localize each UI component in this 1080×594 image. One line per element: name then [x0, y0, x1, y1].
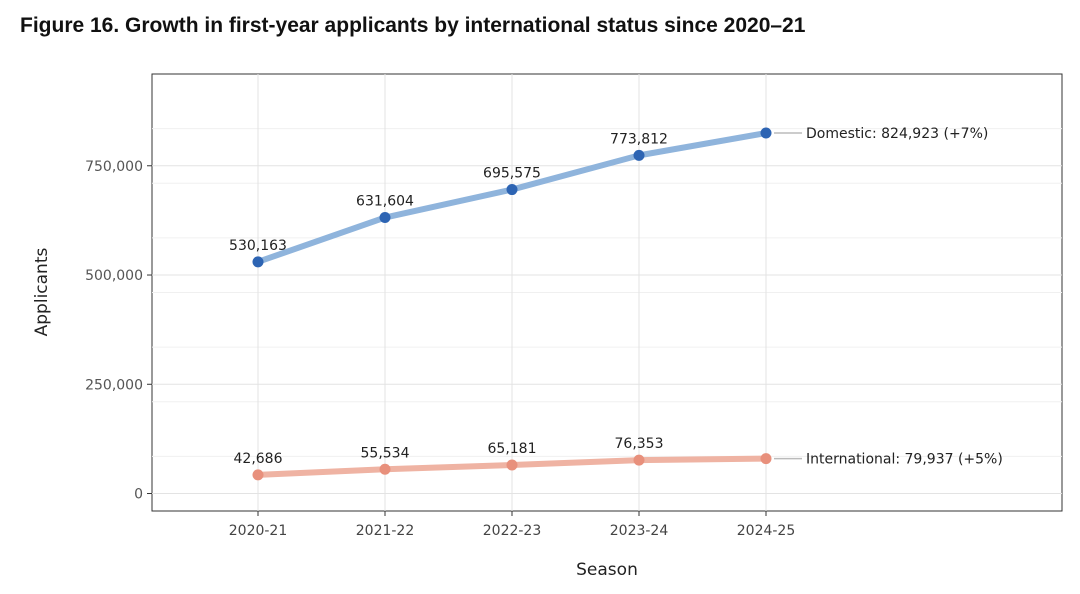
x-axis-label: Season	[576, 560, 638, 580]
x-tick-label: 2022-23	[483, 523, 542, 539]
data-point	[760, 453, 772, 465]
end-label: International: 79,937 (+5%)	[806, 452, 1003, 468]
data-point	[506, 459, 518, 471]
y-tick-label: 250,000	[85, 377, 143, 393]
data-label: 530,163	[229, 238, 287, 254]
data-label: 773,812	[610, 131, 668, 147]
data-label: 42,686	[234, 451, 283, 467]
axes: 0 250,000 500,000 750,000 2020-21 2021-22 2022…	[85, 159, 795, 539]
end-label: Domestic: 824,923 (+7%)	[806, 126, 988, 142]
data-label: 695,575	[483, 166, 541, 182]
data-point	[633, 149, 645, 161]
y-axis-label: Applicants	[32, 247, 52, 336]
data-point	[252, 256, 264, 268]
data-point	[506, 184, 518, 196]
data-point	[379, 212, 391, 224]
data-label: 76,353	[615, 436, 664, 452]
chart-title: Figure 16. Growth in first-year applican…	[20, 14, 806, 37]
y-tick-label: 500,000	[85, 268, 143, 284]
x-tick-label: 2021-22	[356, 523, 415, 539]
y-tick-label: 0	[134, 487, 143, 503]
series-domestic: 530,163 631,604 695,575 773,812 Domestic: 82…	[229, 126, 988, 268]
data-point	[760, 127, 772, 139]
data-label: 65,181	[488, 441, 537, 457]
data-point	[379, 463, 391, 475]
data-point	[633, 454, 645, 466]
y-tick-label: 750,000	[85, 159, 143, 175]
series-layer: 530,163 631,604 695,575 773,812 Domestic: 82…	[229, 126, 1003, 481]
data-label: 55,534	[361, 445, 410, 461]
series-international: 42,686 55,534 65,181 76,353 International: 7…	[234, 436, 1003, 481]
data-label: 631,604	[356, 194, 414, 210]
x-tick-label: 2020-21	[229, 523, 288, 539]
x-tick-label: 2023-24	[610, 523, 669, 539]
data-point	[252, 469, 264, 481]
x-tick-label: 2024-25	[737, 523, 796, 539]
